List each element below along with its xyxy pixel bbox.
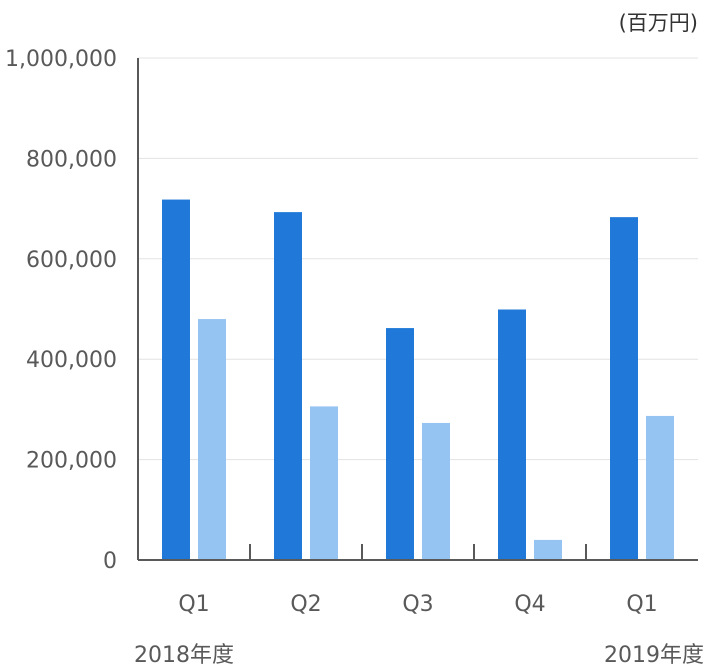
- bar-series2-3: [422, 422, 450, 560]
- y-tick-label: 400,000: [26, 348, 117, 373]
- y-tick-label: 0: [103, 549, 117, 574]
- x-tick-label: Q2: [290, 592, 321, 617]
- x-tick-label: Q1: [626, 592, 657, 617]
- x-tick-label: Q4: [514, 592, 545, 617]
- year-label: 2018年度: [134, 643, 234, 668]
- bar-series1-1: [162, 199, 190, 560]
- bar-series2-5: [646, 415, 674, 560]
- bar-series1-4: [498, 309, 526, 560]
- y-tick-label: 600,000: [26, 248, 117, 273]
- x-tick-label: Q1: [178, 592, 209, 617]
- bar-series1-2: [274, 212, 302, 560]
- axes: [137, 58, 698, 561]
- x-tick-labels: Q1 Q2 Q3 Q4 Q1: [178, 592, 657, 617]
- unit-label: (百万円): [619, 11, 698, 35]
- y-tick-label: 800,000: [26, 147, 117, 172]
- year-label: 2019年度: [604, 643, 704, 668]
- grid-lines: [138, 57, 698, 461]
- y-tick-label: 1,000,000: [5, 47, 117, 72]
- y-tick-labels: 0 200,000 400,000 600,000 800,000 1,000,000: [5, 47, 117, 574]
- y-tick-label: 200,000: [26, 449, 117, 474]
- bars: [162, 199, 674, 560]
- x-tick-label: Q3: [402, 592, 433, 617]
- bar-series2-4: [534, 539, 562, 560]
- year-labels: 2018年度 2019年度: [134, 643, 704, 668]
- bar-series2-1: [198, 319, 226, 560]
- bar-series1-5: [610, 217, 638, 560]
- bar-series1-3: [386, 328, 414, 560]
- bar-series2-2: [310, 406, 338, 560]
